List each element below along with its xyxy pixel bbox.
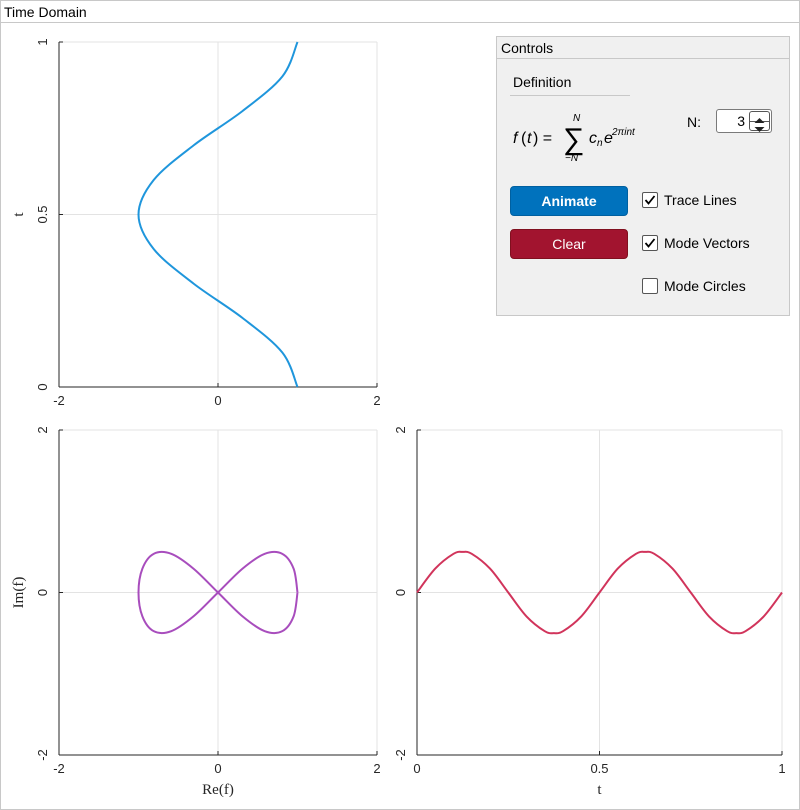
n-increment-button[interactable]	[750, 112, 769, 123]
y-axis-label: Im(f)	[11, 577, 27, 609]
checkbox-box[interactable]	[642, 192, 658, 208]
controls-title: Controls	[497, 37, 789, 59]
x-tick-label: 2	[373, 393, 380, 408]
mode-vectors-label: Mode Vectors	[664, 235, 750, 251]
y-axis-label: t	[11, 212, 27, 217]
arrow-down-icon	[754, 127, 765, 132]
n-spinner[interactable]: 3	[716, 109, 772, 133]
n-value-field[interactable]: 3	[737, 113, 745, 129]
x-tick-label: -2	[53, 393, 65, 408]
svg-text:t: t	[527, 130, 532, 147]
x-tick-label: 2	[373, 761, 380, 776]
fourier-series-formula: f ( t ) = N ∑ −N c n e 2πint	[513, 113, 636, 164]
chart-imaginary-vs-t: 0 0.5 1 -2 0 2 t	[393, 426, 786, 798]
x-tick-label: 0	[214, 393, 221, 408]
n-decrement-button[interactable]	[750, 121, 769, 132]
definition-divider	[510, 95, 630, 96]
y-tick-label: 0.5	[35, 205, 50, 223]
svg-text:∑: ∑	[563, 123, 584, 156]
series-line	[137, 550, 299, 635]
checkbox-box[interactable]	[642, 278, 658, 294]
series-line	[416, 550, 783, 635]
svg-text:2πint: 2πint	[611, 127, 636, 138]
svg-text:f: f	[513, 130, 519, 147]
svg-text:e: e	[604, 130, 613, 147]
checkmark-icon	[644, 238, 656, 248]
svg-text:−N: −N	[565, 153, 579, 164]
y-tick-label: -2	[393, 749, 408, 761]
animate-button[interactable]: Animate	[510, 186, 628, 216]
series-line	[137, 41, 299, 388]
y-tick-label: 0	[393, 589, 408, 596]
controls-panel: Controls Definition f ( t ) = N ∑ −N c n…	[496, 36, 790, 316]
chart-time-domain: -2 0 200.51t	[11, 38, 381, 408]
svg-text:c: c	[589, 130, 597, 147]
x-tick-label: 1	[778, 761, 785, 776]
svg-text:n: n	[597, 138, 603, 149]
n-label: N:	[687, 114, 701, 130]
svg-text:) =: ) =	[533, 130, 552, 147]
checkmark-icon	[644, 195, 656, 205]
x-axis-label: Re(f)	[202, 782, 234, 798]
chart-complex-plane: -2 0 2 -2 0 2 Re(f) Im(f)	[11, 426, 381, 798]
y-tick-label: 0	[35, 383, 50, 390]
y-tick-label: 1	[35, 38, 50, 45]
checkbox-box[interactable]	[642, 235, 658, 251]
x-tick-label: 0	[413, 761, 420, 776]
y-tick-label: -2	[35, 749, 50, 761]
x-tick-label: -2	[53, 761, 65, 776]
y-tick-label: 2	[35, 426, 50, 433]
trace-lines-label: Trace Lines	[664, 192, 737, 208]
y-tick-label: 2	[393, 426, 408, 433]
x-axis-label: t	[597, 782, 602, 798]
svg-text:N: N	[573, 113, 581, 124]
y-tick-label: 0	[35, 589, 50, 596]
n-spinner-arrows	[749, 111, 770, 132]
x-tick-label: 0.5	[590, 761, 608, 776]
panel-title: Time Domain	[1, 1, 799, 23]
mode-circles-label: Mode Circles	[664, 278, 746, 294]
clear-button[interactable]: Clear	[510, 229, 628, 259]
arrow-up-icon	[754, 118, 765, 123]
definition-label: Definition	[513, 74, 572, 90]
x-tick-label: 0	[214, 761, 221, 776]
svg-text:(: (	[521, 130, 527, 147]
